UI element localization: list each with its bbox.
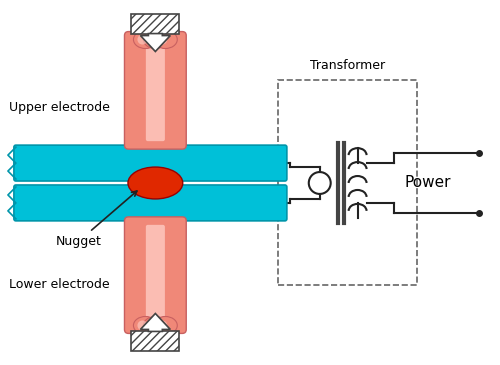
FancyBboxPatch shape bbox=[146, 39, 165, 141]
FancyBboxPatch shape bbox=[132, 331, 180, 351]
Ellipse shape bbox=[138, 35, 147, 45]
Ellipse shape bbox=[128, 167, 183, 199]
FancyBboxPatch shape bbox=[124, 32, 186, 149]
FancyBboxPatch shape bbox=[14, 145, 287, 181]
Text: Transformer: Transformer bbox=[310, 59, 385, 72]
FancyArrow shape bbox=[140, 34, 170, 51]
Ellipse shape bbox=[144, 316, 168, 334]
Text: Nugget: Nugget bbox=[56, 191, 137, 248]
Text: Lower electrode: Lower electrode bbox=[9, 278, 110, 291]
FancyBboxPatch shape bbox=[124, 217, 186, 333]
FancyArrow shape bbox=[140, 314, 170, 331]
FancyBboxPatch shape bbox=[14, 185, 287, 221]
Ellipse shape bbox=[158, 35, 168, 45]
FancyBboxPatch shape bbox=[146, 225, 165, 326]
Ellipse shape bbox=[154, 31, 178, 49]
Ellipse shape bbox=[154, 316, 178, 334]
Text: Upper electrode: Upper electrode bbox=[9, 101, 110, 114]
Text: Power: Power bbox=[404, 176, 451, 191]
Ellipse shape bbox=[148, 35, 158, 45]
Ellipse shape bbox=[134, 316, 158, 334]
Ellipse shape bbox=[158, 320, 168, 330]
Ellipse shape bbox=[138, 320, 147, 330]
Ellipse shape bbox=[144, 31, 168, 49]
Ellipse shape bbox=[134, 31, 158, 49]
FancyBboxPatch shape bbox=[132, 14, 180, 34]
Ellipse shape bbox=[148, 320, 158, 330]
